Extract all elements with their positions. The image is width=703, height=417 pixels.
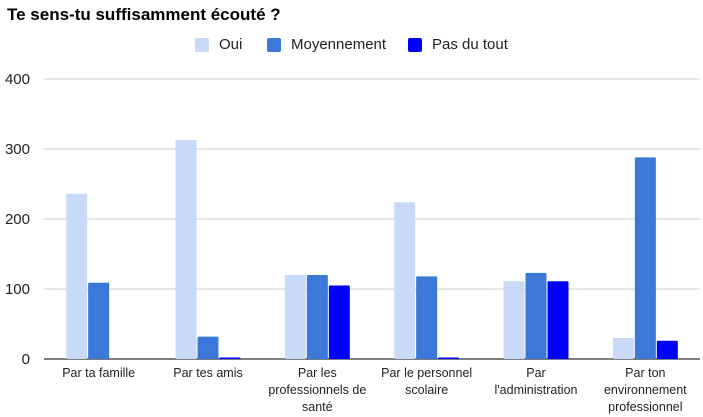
legend-swatch-oui xyxy=(195,37,209,52)
x-category-label: Par ton xyxy=(625,366,665,380)
y-tick-label: 100 xyxy=(5,281,30,298)
bar xyxy=(394,202,416,359)
bar xyxy=(656,340,678,359)
legend: Oui Moyennement Pas du tout xyxy=(0,36,703,56)
legend-label-pas-du-tout: Pas du tout xyxy=(432,36,508,53)
bar xyxy=(284,275,306,359)
bar xyxy=(66,193,88,359)
bar xyxy=(503,281,525,359)
x-category-label: environnement xyxy=(604,383,687,397)
bar xyxy=(219,357,241,359)
bar xyxy=(612,338,634,359)
bar xyxy=(328,285,350,359)
legend-label-oui: Oui xyxy=(219,36,243,53)
x-category-label: l'administration xyxy=(495,383,578,397)
bar xyxy=(634,157,656,359)
legend-item-moyennement: Moyennement xyxy=(267,36,386,53)
x-category-label: Par ta famille xyxy=(62,366,135,380)
x-category-label: Par tes amis xyxy=(173,366,242,380)
bars xyxy=(66,139,678,359)
legend-item-oui: Oui xyxy=(195,36,242,53)
legend-item-pas-du-tout: Pas du tout xyxy=(408,36,508,53)
bar xyxy=(175,139,197,359)
x-category-label: Par xyxy=(526,366,545,380)
x-category-label: scolaire xyxy=(405,383,448,397)
y-tick-label: 300 xyxy=(5,141,30,158)
y-tick-label: 200 xyxy=(5,211,30,228)
x-axis-category-labels: Par ta famille Par tes amis Par les profess… xyxy=(62,366,687,414)
x-category-label: Par le personnel xyxy=(381,366,472,380)
bar xyxy=(197,336,219,359)
x-category-label: Par les xyxy=(298,366,337,380)
bar xyxy=(306,275,328,359)
bar xyxy=(416,276,438,359)
y-tick-label: 400 xyxy=(5,71,30,88)
bar xyxy=(547,281,569,359)
legend-label-moyennement: Moyennement xyxy=(291,36,387,53)
y-axis-tick-labels: 0 100 200 300 400 xyxy=(5,71,30,368)
bar xyxy=(525,272,547,359)
y-tick-label: 0 xyxy=(22,351,30,368)
x-category-label: santé xyxy=(302,400,333,414)
chart-title: Te sens-tu suffisamment écouté ? xyxy=(7,5,281,24)
legend-swatch-moyennement xyxy=(267,37,281,52)
grid-lines xyxy=(44,78,700,360)
bar xyxy=(438,357,460,359)
bar xyxy=(88,282,110,359)
x-category-label: professionnels de xyxy=(268,383,366,397)
x-category-label: professionnel xyxy=(608,400,682,414)
legend-swatch-pas-du-tout xyxy=(408,37,422,52)
